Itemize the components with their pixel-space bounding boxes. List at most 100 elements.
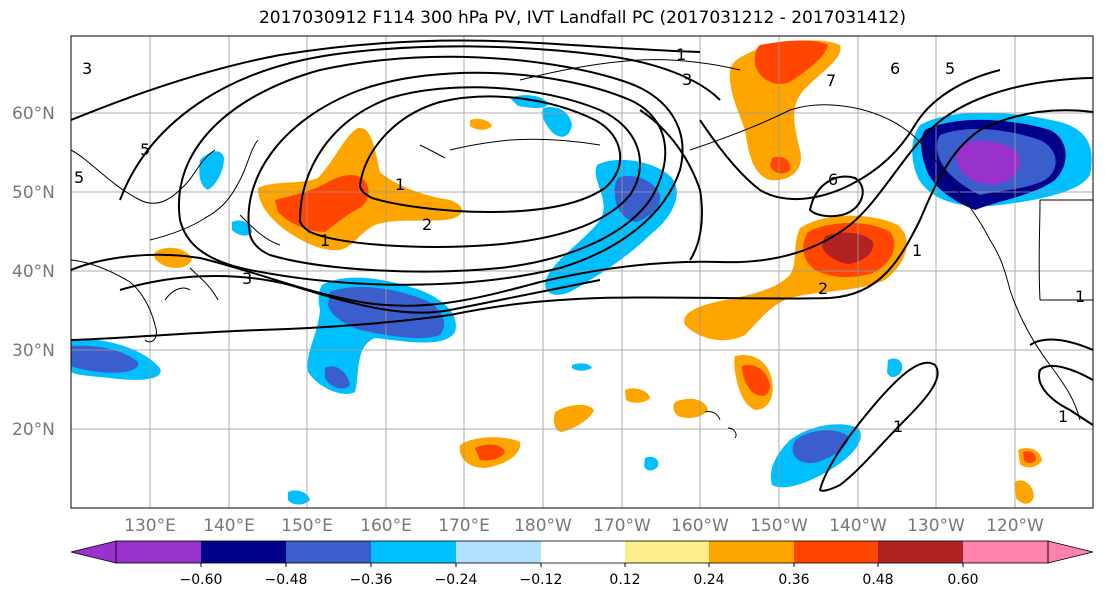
fill-blue-west bbox=[71, 345, 139, 373]
colorbar-segment bbox=[963, 541, 1048, 563]
lat-axis: 60°N 50°N 40°N 30°N 20°N bbox=[12, 104, 55, 440]
contour-label: 1 bbox=[893, 417, 903, 436]
fill-orange-japan bbox=[154, 247, 192, 268]
contour-line bbox=[119, 274, 601, 314]
contour-line bbox=[818, 361, 939, 492]
contour-label: 1 bbox=[676, 45, 686, 64]
lat-label: 60°N bbox=[12, 104, 55, 124]
fill-red-kamchatka bbox=[275, 175, 369, 232]
fill-red-alaska bbox=[754, 40, 828, 174]
lon-label: 160°E bbox=[360, 516, 412, 536]
colorbar-segment bbox=[878, 541, 963, 563]
lat-label: 30°N bbox=[12, 341, 55, 361]
colorbar-segment bbox=[541, 541, 625, 563]
pv-contours bbox=[71, 39, 1093, 492]
lon-label: 120°W bbox=[986, 516, 1044, 536]
fill-cyan-bering bbox=[510, 95, 572, 137]
fill-cyan-okhotsk bbox=[199, 151, 252, 236]
contour-label: 5 bbox=[945, 59, 955, 78]
fill-red-sub-6 bbox=[1023, 451, 1036, 463]
contour-label: 6 bbox=[890, 59, 900, 78]
contour-line bbox=[247, 71, 667, 273]
fill-blue-subtropics bbox=[792, 430, 849, 464]
colorbar-tick-label: −0.48 bbox=[265, 572, 308, 588]
colorbar-tick-label: 0.36 bbox=[778, 572, 809, 588]
contour-label: 1 bbox=[912, 241, 922, 260]
contour-label: 1 bbox=[1075, 287, 1085, 306]
coastlines bbox=[71, 59, 1093, 439]
colorbar-outline bbox=[115, 540, 1049, 564]
lon-label: 170°W bbox=[593, 516, 651, 536]
fill-cyan-small-3 bbox=[288, 490, 310, 505]
fill-orange-alaska bbox=[729, 40, 841, 181]
fill-cyan-small-4 bbox=[572, 363, 592, 371]
contour-label: 3 bbox=[82, 59, 92, 78]
contour-label: 6 bbox=[828, 170, 838, 189]
colorbar-tick-label: −0.60 bbox=[180, 572, 223, 588]
contour-label: 1 bbox=[1058, 407, 1068, 426]
contour-label: 1 bbox=[395, 175, 405, 194]
coast-aleutians bbox=[419, 59, 951, 181]
fill-orange-sub-5 bbox=[1015, 480, 1034, 504]
colorbar-tick-label: 0.48 bbox=[862, 572, 893, 588]
contour-label: 3 bbox=[682, 70, 692, 89]
contour-line bbox=[71, 77, 1093, 307]
colorbar-tick-label: 0.24 bbox=[693, 572, 724, 588]
lon-axis: 130°E 140°E 150°E 160°E 170°E 180°W 170°… bbox=[124, 516, 1044, 536]
contour-line bbox=[808, 175, 864, 218]
contour-label: 7 bbox=[826, 71, 836, 90]
colorbar-ticks bbox=[200, 563, 964, 567]
fill-orange-sub-4 bbox=[673, 398, 708, 418]
colorbar-segment bbox=[625, 541, 709, 563]
colorbar-tick-label: −0.12 bbox=[520, 572, 563, 588]
contour-label: 2 bbox=[422, 215, 432, 234]
fill-purple-canada bbox=[956, 140, 1021, 185]
coast-asia bbox=[71, 139, 281, 343]
colorbar-tick-label: −0.36 bbox=[350, 572, 393, 588]
contour-label: 5 bbox=[74, 168, 84, 187]
contour-line bbox=[358, 95, 622, 214]
contour-line bbox=[1038, 364, 1093, 426]
fill-orange-sub-3 bbox=[625, 388, 650, 403]
lon-label: 150°W bbox=[750, 516, 808, 536]
pv-anomaly-fills bbox=[71, 40, 1092, 505]
contour-line bbox=[177, 55, 684, 286]
colorbar-segment bbox=[201, 541, 286, 563]
lat-label: 40°N bbox=[12, 262, 55, 282]
lon-label: 160°W bbox=[671, 516, 729, 536]
colorbar-segment bbox=[371, 541, 456, 563]
lon-label: 170°E bbox=[438, 516, 490, 536]
colorbar-tick-label: −0.24 bbox=[435, 572, 478, 588]
contour-labels: 3 5 5 3 1 2 1 3 1 7 6 5 6 1 2 1 1 1 bbox=[74, 45, 1085, 436]
lon-label: 130°E bbox=[124, 516, 176, 536]
lon-label: 140°E bbox=[203, 516, 255, 536]
colorbar-right-extension bbox=[1047, 540, 1094, 564]
colorbar-segment bbox=[286, 541, 371, 563]
colorbar: −0.60 −0.48 −0.36 −0.24 −0.12 0.12 0.24 … bbox=[70, 540, 1094, 588]
map-frame bbox=[70, 35, 1094, 509]
fill-red-hawaii-n bbox=[742, 364, 770, 396]
coast-namerica bbox=[949, 179, 1093, 421]
colorbar-segment bbox=[456, 541, 541, 563]
contour-line bbox=[71, 39, 701, 121]
colorbar-tick-label: 0.60 bbox=[947, 572, 978, 588]
fill-cyan-small-1 bbox=[887, 358, 903, 378]
colorbar-segment bbox=[116, 541, 201, 563]
contour-line bbox=[699, 69, 1001, 201]
fill-orange-sub-7 bbox=[470, 118, 492, 130]
contour-line bbox=[639, 109, 703, 261]
colorbar-segment bbox=[794, 541, 878, 563]
map-title: 2017030912 F114 300 hPa PV, IVT Landfall… bbox=[258, 8, 906, 28]
fill-blue-gulf bbox=[614, 175, 661, 222]
lat-label: 50°N bbox=[12, 183, 55, 203]
lat-label: 20°N bbox=[12, 420, 55, 440]
coast-hawaii bbox=[704, 411, 737, 439]
contour-line bbox=[298, 86, 641, 248]
colorbar-segment bbox=[709, 541, 794, 563]
lon-label: 150°E bbox=[281, 516, 333, 536]
contour-line bbox=[71, 109, 1093, 341]
map-content: 3 5 5 3 1 2 1 3 1 7 6 5 6 1 2 1 1 1 bbox=[71, 36, 1093, 508]
contour-line bbox=[119, 45, 721, 201]
colorbar-left-extension bbox=[70, 540, 117, 564]
